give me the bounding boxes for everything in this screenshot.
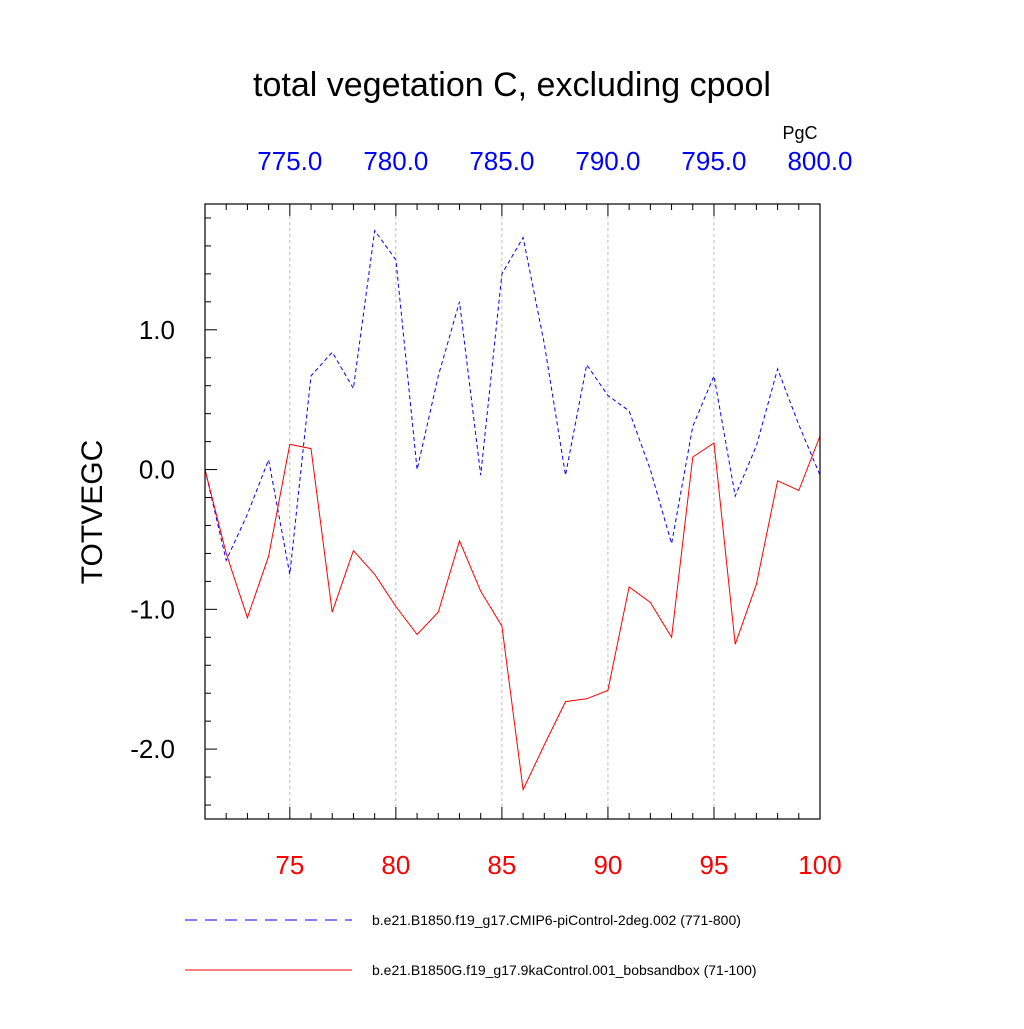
- x-tick-label-bottom: 95: [700, 850, 729, 880]
- series-line-red-solid: [204, 435, 821, 792]
- x-tick-label-bottom: 100: [798, 850, 841, 880]
- x-tick-label-top: 800.0: [787, 146, 852, 176]
- series-layer: [204, 229, 821, 792]
- x-tick-label-bottom: 75: [275, 850, 304, 880]
- y-axis-label: TOTVEGC: [76, 440, 109, 584]
- axes-layer: 75 80 85 90 95 100 775.0 780.0 785.0 790.0 795.0 80…: [130, 146, 852, 880]
- legend: b.e21.B1850.f19_g17.CMIP6-piControl-2deg…: [185, 912, 757, 978]
- legend-label-blue: b.e21.B1850.f19_g17.CMIP6-piControl-2deg…: [372, 912, 741, 928]
- chart-title: total vegetation C, excluding cpool: [253, 66, 771, 104]
- y-tick-label: -2.0: [130, 734, 175, 764]
- x-tick-label-top: 785.0: [469, 146, 534, 176]
- x-tick-label-bottom: 85: [487, 850, 516, 880]
- y-tick-label: 0.0: [139, 455, 175, 485]
- x-tick-label-top: 795.0: [681, 146, 746, 176]
- series-line-blue-dashed: [204, 229, 821, 575]
- y-tick-label: 1.0: [139, 315, 175, 345]
- grid-layer: [289, 204, 715, 819]
- x-tick-label-bottom: 80: [381, 850, 410, 880]
- x-tick-label-top: 790.0: [575, 146, 640, 176]
- x-tick-label-top: 775.0: [257, 146, 322, 176]
- plot-frame: [204, 203, 821, 820]
- x-tick-label-bottom: 90: [593, 850, 622, 880]
- units-label: PgC: [782, 123, 817, 143]
- x-tick-label-top: 780.0: [363, 146, 428, 176]
- legend-label-red: b.e21.B1850G.f19_g17.9kaControl.001_bobs…: [372, 962, 757, 978]
- y-tick-label: -1.0: [130, 594, 175, 624]
